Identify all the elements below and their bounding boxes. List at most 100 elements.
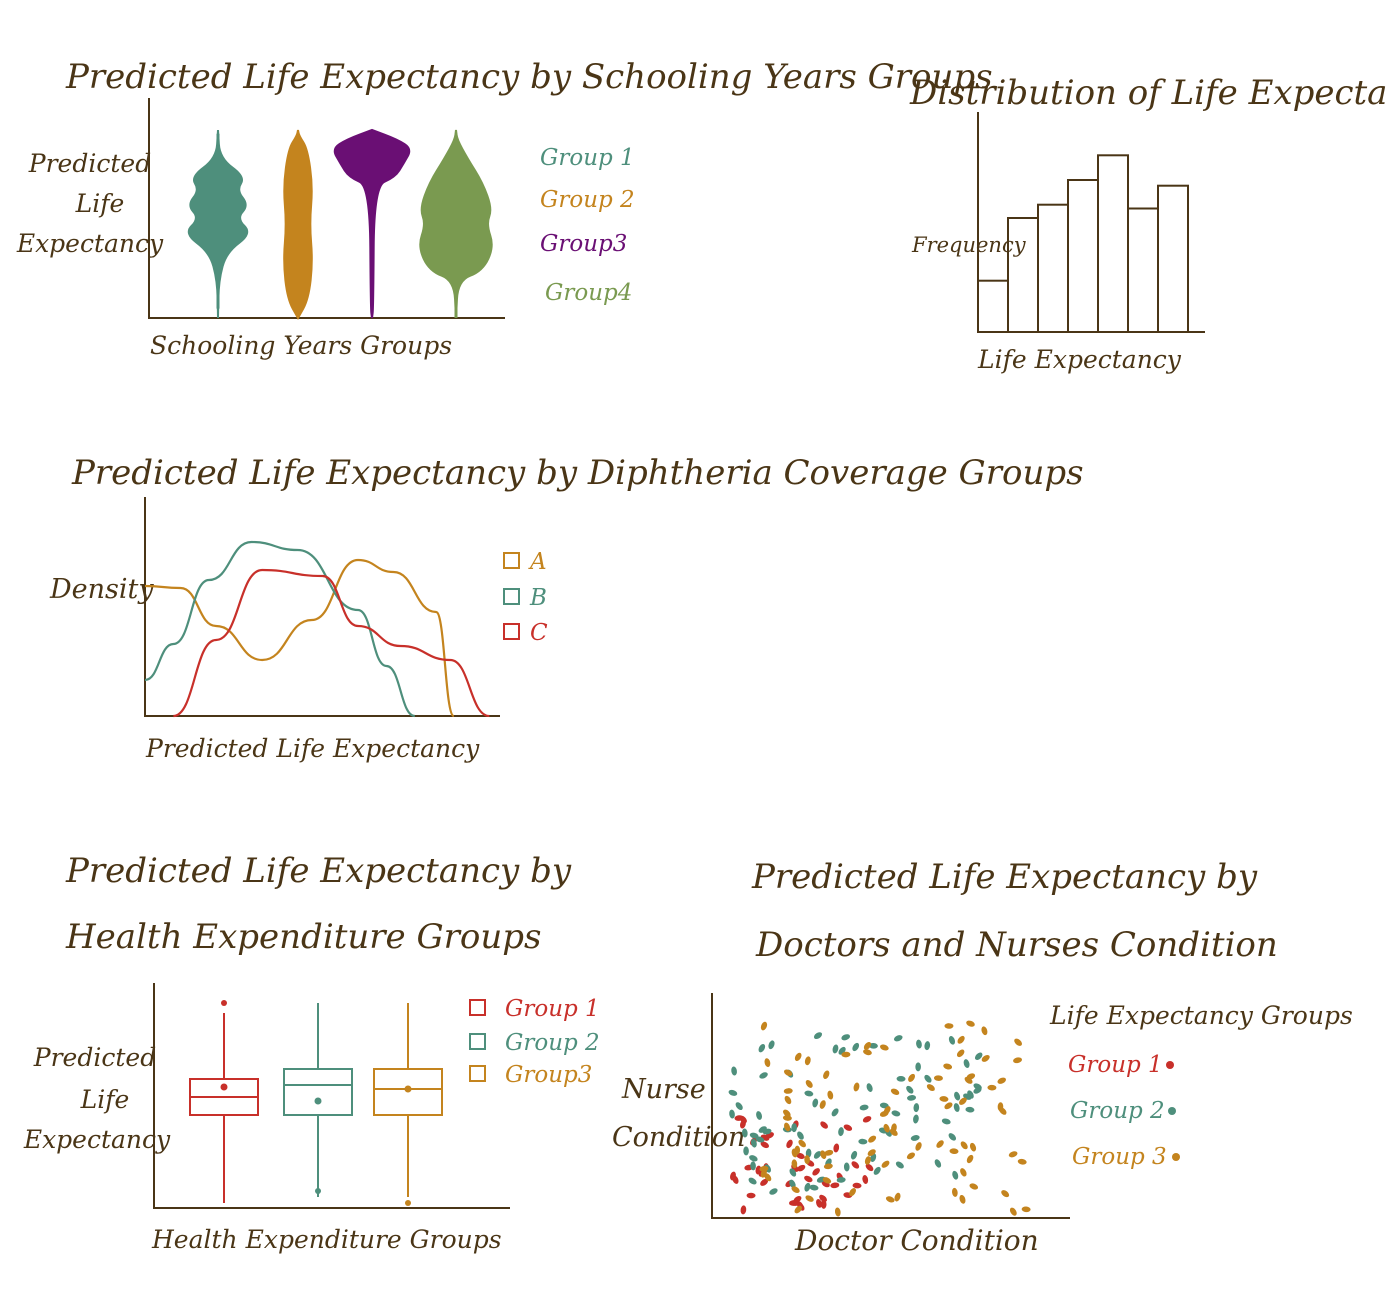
- scatter-point-group1: [804, 1175, 813, 1183]
- scatter-point-group2: [756, 1111, 762, 1120]
- scatter-point-group2: [910, 1135, 920, 1141]
- scatter-point-group1: [793, 1195, 802, 1204]
- scatter-point-group3: [849, 1188, 856, 1197]
- scatter-point-group2: [731, 1066, 737, 1076]
- scatter-point-group3: [853, 1082, 860, 1092]
- scatter-point-group2: [858, 1138, 868, 1145]
- scatter-point-group3: [782, 1115, 792, 1121]
- scatter-point-group2: [924, 1041, 931, 1051]
- scatter-legend-group1: Group 1: [1068, 1052, 1163, 1078]
- violin-ylabel-2: Life: [75, 189, 125, 218]
- scatter-point-group3: [783, 1109, 791, 1117]
- scatter-legend-dot-1: [1166, 1061, 1174, 1069]
- scatter-point-group2: [850, 1150, 858, 1160]
- scatter-point-group1: [812, 1168, 820, 1176]
- scatter-point-group1: [843, 1124, 853, 1131]
- scatter-point-group3: [966, 1073, 976, 1080]
- scatter-point-group3: [867, 1149, 876, 1157]
- histogram-bar-4: [1067, 179, 1099, 333]
- scatter-point-group3: [1009, 1207, 1017, 1216]
- scatter-point-group3: [784, 1095, 792, 1105]
- scatter-point-group3: [890, 1088, 900, 1096]
- scatter-point-group2: [755, 1136, 765, 1143]
- box-outlier-2: [315, 1188, 321, 1194]
- scatter-point-group2: [804, 1182, 811, 1192]
- scatter-point-group2: [735, 1102, 743, 1111]
- scatter-point-group1: [796, 1152, 805, 1159]
- scatter-point-group3: [883, 1106, 891, 1115]
- scatter-point-group3: [783, 1069, 793, 1077]
- density-ylabel: Density: [49, 574, 154, 605]
- density-legend-swatch-a: [503, 552, 520, 569]
- density-xlabel: Predicted Life Expectancy: [145, 734, 480, 763]
- scatter-point-group3: [1017, 1158, 1027, 1165]
- scatter-point-group1: [865, 1163, 874, 1172]
- scatter-point-group3: [759, 1165, 769, 1172]
- box-2: [283, 1068, 353, 1116]
- scatter-point-group2: [866, 1083, 873, 1092]
- boxplot-ylabel-1: Predicted: [33, 1043, 156, 1072]
- violin-axes: [148, 98, 505, 319]
- density-legend-swatch-b: [503, 588, 520, 605]
- scatter-point-group2: [750, 1138, 757, 1148]
- scatter-point-group3: [881, 1160, 890, 1168]
- scatter-point-group2: [934, 1159, 942, 1168]
- scatter-point-group3: [966, 1154, 974, 1164]
- scatter-point-group2: [832, 1044, 839, 1054]
- scatter-point-group3: [939, 1096, 949, 1102]
- scatter-point-group1: [740, 1205, 747, 1215]
- histogram-bar-1: [977, 279, 1009, 334]
- scatter-point-group3: [824, 1149, 834, 1156]
- scatter-point-group3: [933, 1075, 943, 1081]
- scatter-point-group1: [820, 1121, 828, 1129]
- boxplot-axes: [153, 983, 510, 1209]
- scatter-ylabel-1: Nurse: [621, 1074, 706, 1105]
- histogram-title: Distribution of Life Expectancy: [909, 73, 1389, 113]
- scatter-point-group2: [965, 1106, 975, 1113]
- histogram-chart: Distribution of Life Expectancy Frequenc…: [909, 73, 1389, 374]
- histogram-ylabel: Frequency: [911, 233, 1027, 257]
- scatter-point-group1: [833, 1143, 840, 1153]
- scatter-point-group2: [895, 1161, 904, 1169]
- boxplot-legend-group1: Group 1: [505, 996, 600, 1022]
- scatter-point-group3: [827, 1090, 834, 1100]
- boxplot-ylabel-3: Expectancy: [23, 1125, 171, 1154]
- scatter-chart: Predicted Life Expectancy by Doctors and…: [612, 857, 1353, 1257]
- box-mean-3: [404, 1085, 412, 1093]
- scatter-point-group2: [838, 1127, 844, 1137]
- violin-legend-group4: Group4: [545, 280, 632, 306]
- scatter-point-group1: [760, 1141, 769, 1149]
- scatter-point-group2: [915, 1062, 921, 1072]
- scatter-point-group3: [952, 1187, 958, 1197]
- violin-legend-group2: Group 2: [540, 187, 635, 213]
- box-outlier-3: [405, 1200, 411, 1206]
- boxplot-legend-swatch-2: [469, 1033, 486, 1050]
- scatter-point-group3: [804, 1155, 810, 1165]
- scatter-legend-dot-2: [1168, 1107, 1176, 1115]
- scatter-point-group3: [987, 1084, 997, 1091]
- scatter-point-group3: [894, 1192, 901, 1202]
- density-line-c: [173, 568, 490, 718]
- scatter-point-group2: [974, 1052, 983, 1061]
- scatter-point-group3: [783, 1088, 793, 1094]
- density-legend-c: C: [530, 620, 548, 646]
- scatter-point-group2: [742, 1128, 748, 1138]
- boxplot-chart: Predicted Life Expectancy by Health Expe…: [23, 851, 600, 1254]
- scatter-xlabel: Doctor Condition: [794, 1224, 1039, 1257]
- scatter-point-group3: [908, 1073, 915, 1082]
- scatter-point-group2: [843, 1162, 850, 1172]
- scatter-point-group2: [789, 1168, 797, 1177]
- scatter-point-group3: [969, 1183, 979, 1190]
- violin-ylabel-3: Expectancy: [16, 229, 164, 258]
- scatter-axes: [711, 993, 1070, 1219]
- violin-legend-group1: Group 1: [540, 145, 635, 171]
- scatter-point-group2: [789, 1179, 796, 1189]
- scatter-point-group2: [743, 1146, 749, 1156]
- scatter-point-group3: [956, 1049, 965, 1058]
- scatter-point-group2: [916, 1039, 922, 1049]
- scatter-legend-group3: Group 3: [1072, 1144, 1167, 1170]
- scatter-point-group2: [852, 1042, 860, 1052]
- scatter-point-group3: [864, 1156, 871, 1165]
- scatter-point-group3: [997, 1077, 1006, 1084]
